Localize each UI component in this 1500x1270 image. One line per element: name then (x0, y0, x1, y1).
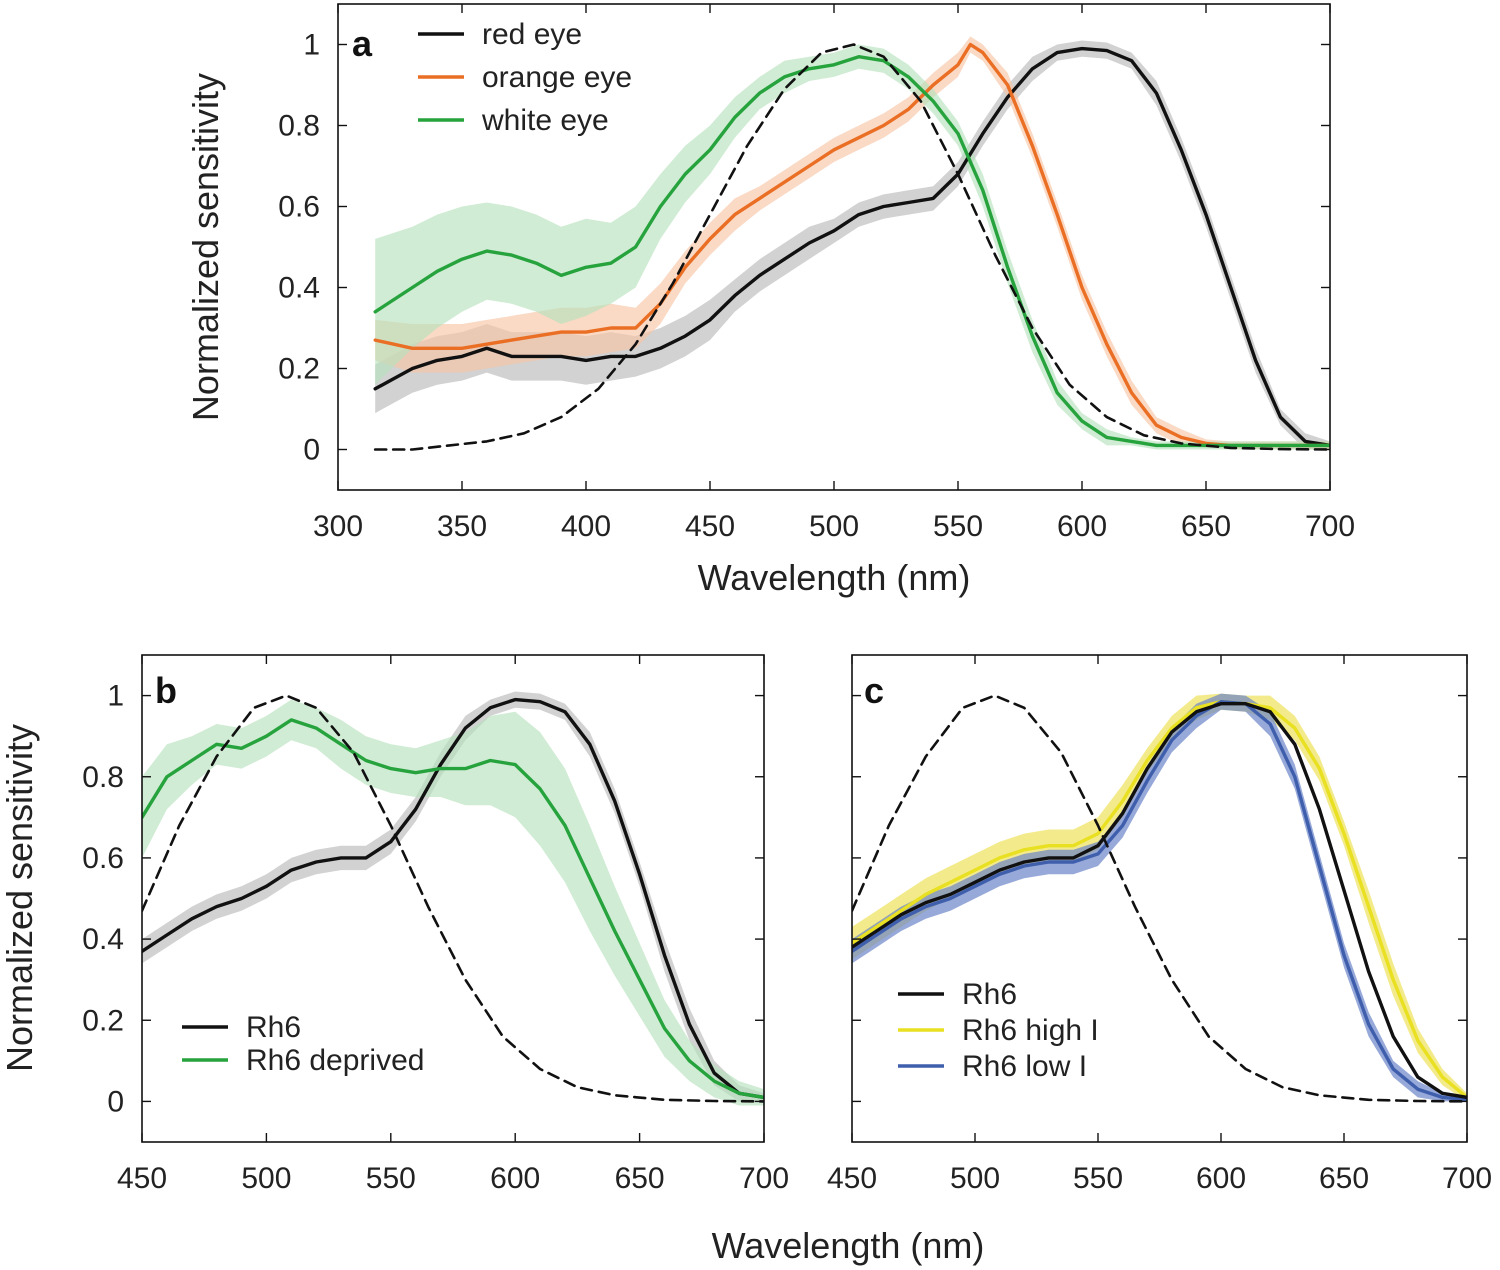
y-tick-label: 0.8 (82, 761, 124, 794)
y-tick-label: 0 (303, 434, 320, 467)
reference-curve-dashed (142, 694, 764, 1103)
x-tick-label: 650 (1319, 1162, 1369, 1195)
x-axis-title: Wavelength (nm) (698, 557, 971, 598)
error-band-white-eye (375, 44, 1330, 450)
y-axis-title: Normalized sensitivity (185, 73, 226, 421)
x-tick-label: 650 (1181, 510, 1231, 543)
legend-label-orange-eye: orange eye (482, 61, 632, 94)
panel-letter-a: a (352, 23, 373, 64)
y-tick-label: 0.4 (82, 923, 124, 956)
y-tick-label: 0.2 (82, 1004, 124, 1037)
y-tick-label: 1 (107, 680, 124, 713)
panel-letter-b: b (155, 670, 177, 711)
x-tick-label: 500 (950, 1162, 1000, 1195)
x-tick-label: 700 (739, 1162, 789, 1195)
x-tick-label: 450 (685, 510, 735, 543)
x-tick-label: 550 (366, 1162, 416, 1195)
x-tick-label: 600 (490, 1162, 540, 1195)
series-line-rh6-low-i (852, 700, 1467, 1102)
error-band-rh6-deprived (142, 699, 764, 1106)
legend-label-red-eye: red eye (482, 18, 582, 51)
y-axis-title: Normalized sensitivity (0, 724, 40, 1072)
x-tick-label: 700 (1305, 510, 1355, 543)
legend-label-rh6-high-i: Rh6 high I (962, 1014, 1099, 1047)
y-tick-label: 0 (107, 1085, 124, 1118)
axes-frame-b (141, 654, 765, 1143)
x-tick-label: 500 (809, 510, 859, 543)
y-tick-label: 0.8 (278, 110, 320, 143)
x-tick-label: 650 (615, 1162, 665, 1195)
legend-label-rh6-low-i: Rh6 low I (962, 1050, 1087, 1083)
error-band-orange-eye (375, 36, 1330, 450)
x-tick-label: 300 (313, 510, 363, 543)
error-band-rh6 (142, 691, 764, 1102)
legend-label-white-eye: white eye (481, 104, 609, 137)
axes-frame-c (851, 654, 1468, 1143)
series-line-orange-eye (373, 42, 1330, 448)
series-line-white-eye (373, 55, 1330, 448)
x-tick-label: 350 (437, 510, 487, 543)
series-line-red-eye (373, 46, 1330, 448)
x-tick-label: 550 (933, 510, 983, 543)
panel-letter-c: c (864, 670, 884, 711)
x-tick-label: 600 (1196, 1162, 1246, 1195)
x-tick-label: 550 (1073, 1162, 1123, 1195)
error-band-rh6-low-i (852, 693, 1467, 1102)
series-line-rh6-high-i (852, 700, 1467, 1100)
series-line-rh6 (852, 702, 1467, 1100)
reference-curve-dashed (373, 43, 1330, 451)
plot-area-a (373, 36, 1330, 451)
legend-label-rh6: Rh6 (962, 978, 1017, 1011)
legend-label-rh6-deprived: Rh6 deprived (246, 1044, 424, 1077)
legend-label-rh6: Rh6 (246, 1011, 301, 1044)
x-tick-label: 700 (1442, 1162, 1492, 1195)
series-line-rh6 (142, 697, 764, 1100)
x-tick-label: 400 (561, 510, 611, 543)
panel-a: 300 350 400 450 500 550 600 650 700 0 0.2 0.4 0.6 0.8… (185, 3, 1355, 598)
y-tick-label: 1 (303, 29, 320, 62)
x-tick-label: 600 (1057, 510, 1107, 543)
plot-area-c (852, 693, 1467, 1103)
series-line-rh6-deprived (142, 718, 764, 1100)
reference-curve-dashed (852, 694, 1467, 1103)
y-tick-label: 0.6 (82, 842, 124, 875)
y-tick-label: 0.6 (278, 191, 320, 224)
panel-b: 450 500 550 600 650 700 0 0.2 0.4 0.6 0.8 1 Normaliz… (0, 654, 789, 1195)
y-tick-label: 0.4 (278, 272, 320, 305)
x-axis-title-bottom: Wavelength (nm) (712, 1225, 985, 1266)
plot-area-b (142, 691, 764, 1106)
x-tick-label: 450 (117, 1162, 167, 1195)
y-tick-label: 0.2 (278, 353, 320, 386)
x-tick-label: 500 (241, 1162, 291, 1195)
x-tick-label: 450 (827, 1162, 877, 1195)
